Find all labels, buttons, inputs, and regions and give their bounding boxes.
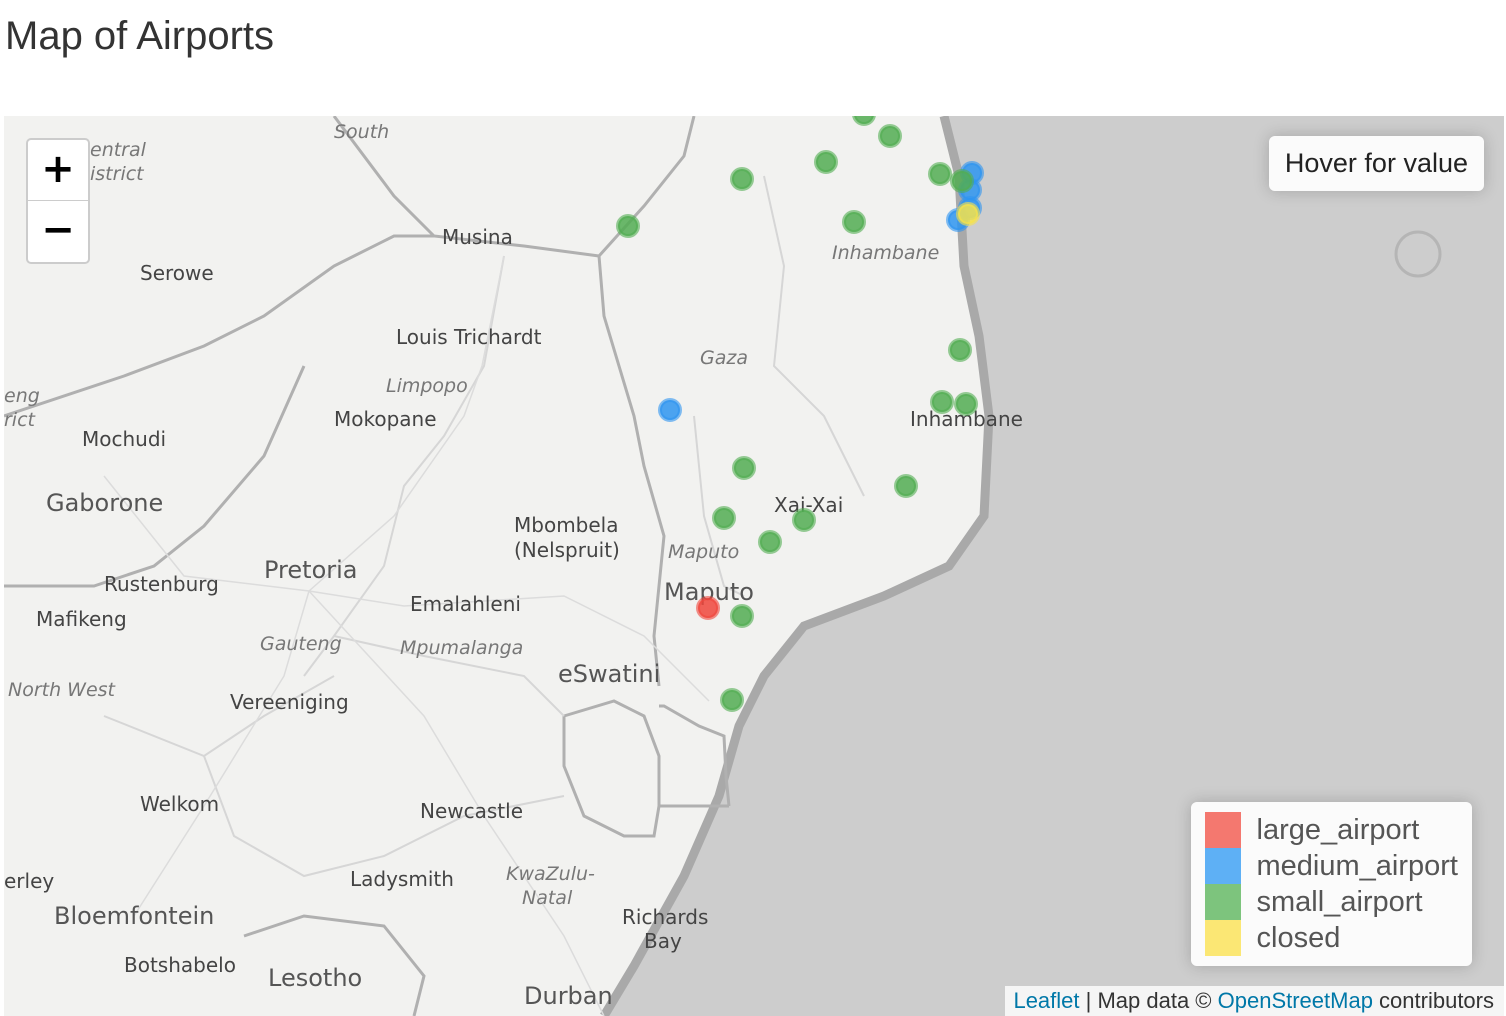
airport-marker-closed[interactable] — [958, 204, 978, 224]
legend-swatch — [1205, 848, 1241, 884]
map-attribution: Leaflet | Map data © OpenStreetMap contr… — [1005, 986, 1504, 1016]
airport-marker-small-airport[interactable] — [952, 171, 972, 191]
airport-marker-medium-airport[interactable] — [660, 400, 680, 420]
zoom-control: + − — [26, 138, 90, 264]
legend-label: closed — [1257, 922, 1341, 955]
airport-marker-small-airport[interactable] — [732, 606, 752, 626]
legend-item: large_airport — [1205, 812, 1458, 848]
airport-marker-large-airport[interactable] — [698, 598, 718, 618]
airport-marker-small-airport[interactable] — [956, 394, 976, 414]
airport-marker-small-airport[interactable] — [896, 476, 916, 496]
airport-marker-small-airport[interactable] — [722, 690, 742, 710]
zoom-in-button[interactable]: + — [28, 140, 88, 201]
legend-item: closed — [1205, 920, 1458, 956]
legend-item: medium_airport — [1205, 848, 1458, 884]
airport-marker-small-airport[interactable] — [618, 216, 638, 236]
airport-map[interactable]: South entral istrict Serowe Musina Louis… — [4, 116, 1504, 1016]
attribution-text: | Map data © — [1080, 988, 1218, 1013]
airport-marker-small-airport[interactable] — [930, 164, 950, 184]
page-title: Map of Airports — [5, 14, 274, 59]
airport-marker-small-airport[interactable] — [734, 458, 754, 478]
airport-marker-small-airport[interactable] — [950, 340, 970, 360]
legend-label: medium_airport — [1257, 850, 1458, 883]
hover-info-box: Hover for value — [1269, 136, 1484, 191]
airport-marker-small-airport[interactable] — [732, 169, 752, 189]
legend-item: small_airport — [1205, 884, 1458, 920]
map-legend: large_airport medium_airport small_airpo… — [1191, 802, 1472, 966]
zoom-out-button[interactable]: − — [28, 201, 88, 261]
attribution-suffix: contributors — [1373, 988, 1494, 1013]
airport-marker-small-airport[interactable] — [854, 116, 874, 124]
airport-marker-small-airport[interactable] — [816, 152, 836, 172]
airport-marker-small-airport[interactable] — [794, 510, 814, 530]
airport-marker-small-airport[interactable] — [844, 212, 864, 232]
legend-label: small_airport — [1257, 886, 1423, 919]
openstreetmap-link[interactable]: OpenStreetMap — [1218, 988, 1373, 1013]
legend-swatch — [1205, 812, 1241, 848]
leaflet-link[interactable]: Leaflet — [1013, 988, 1079, 1013]
airport-marker-small-airport[interactable] — [880, 126, 900, 146]
airport-marker-small-airport[interactable] — [714, 508, 734, 528]
legend-swatch — [1205, 884, 1241, 920]
legend-swatch — [1205, 920, 1241, 956]
legend-label: large_airport — [1257, 814, 1420, 847]
airport-marker-small-airport[interactable] — [932, 392, 952, 412]
airport-marker-small-airport[interactable] — [760, 532, 780, 552]
